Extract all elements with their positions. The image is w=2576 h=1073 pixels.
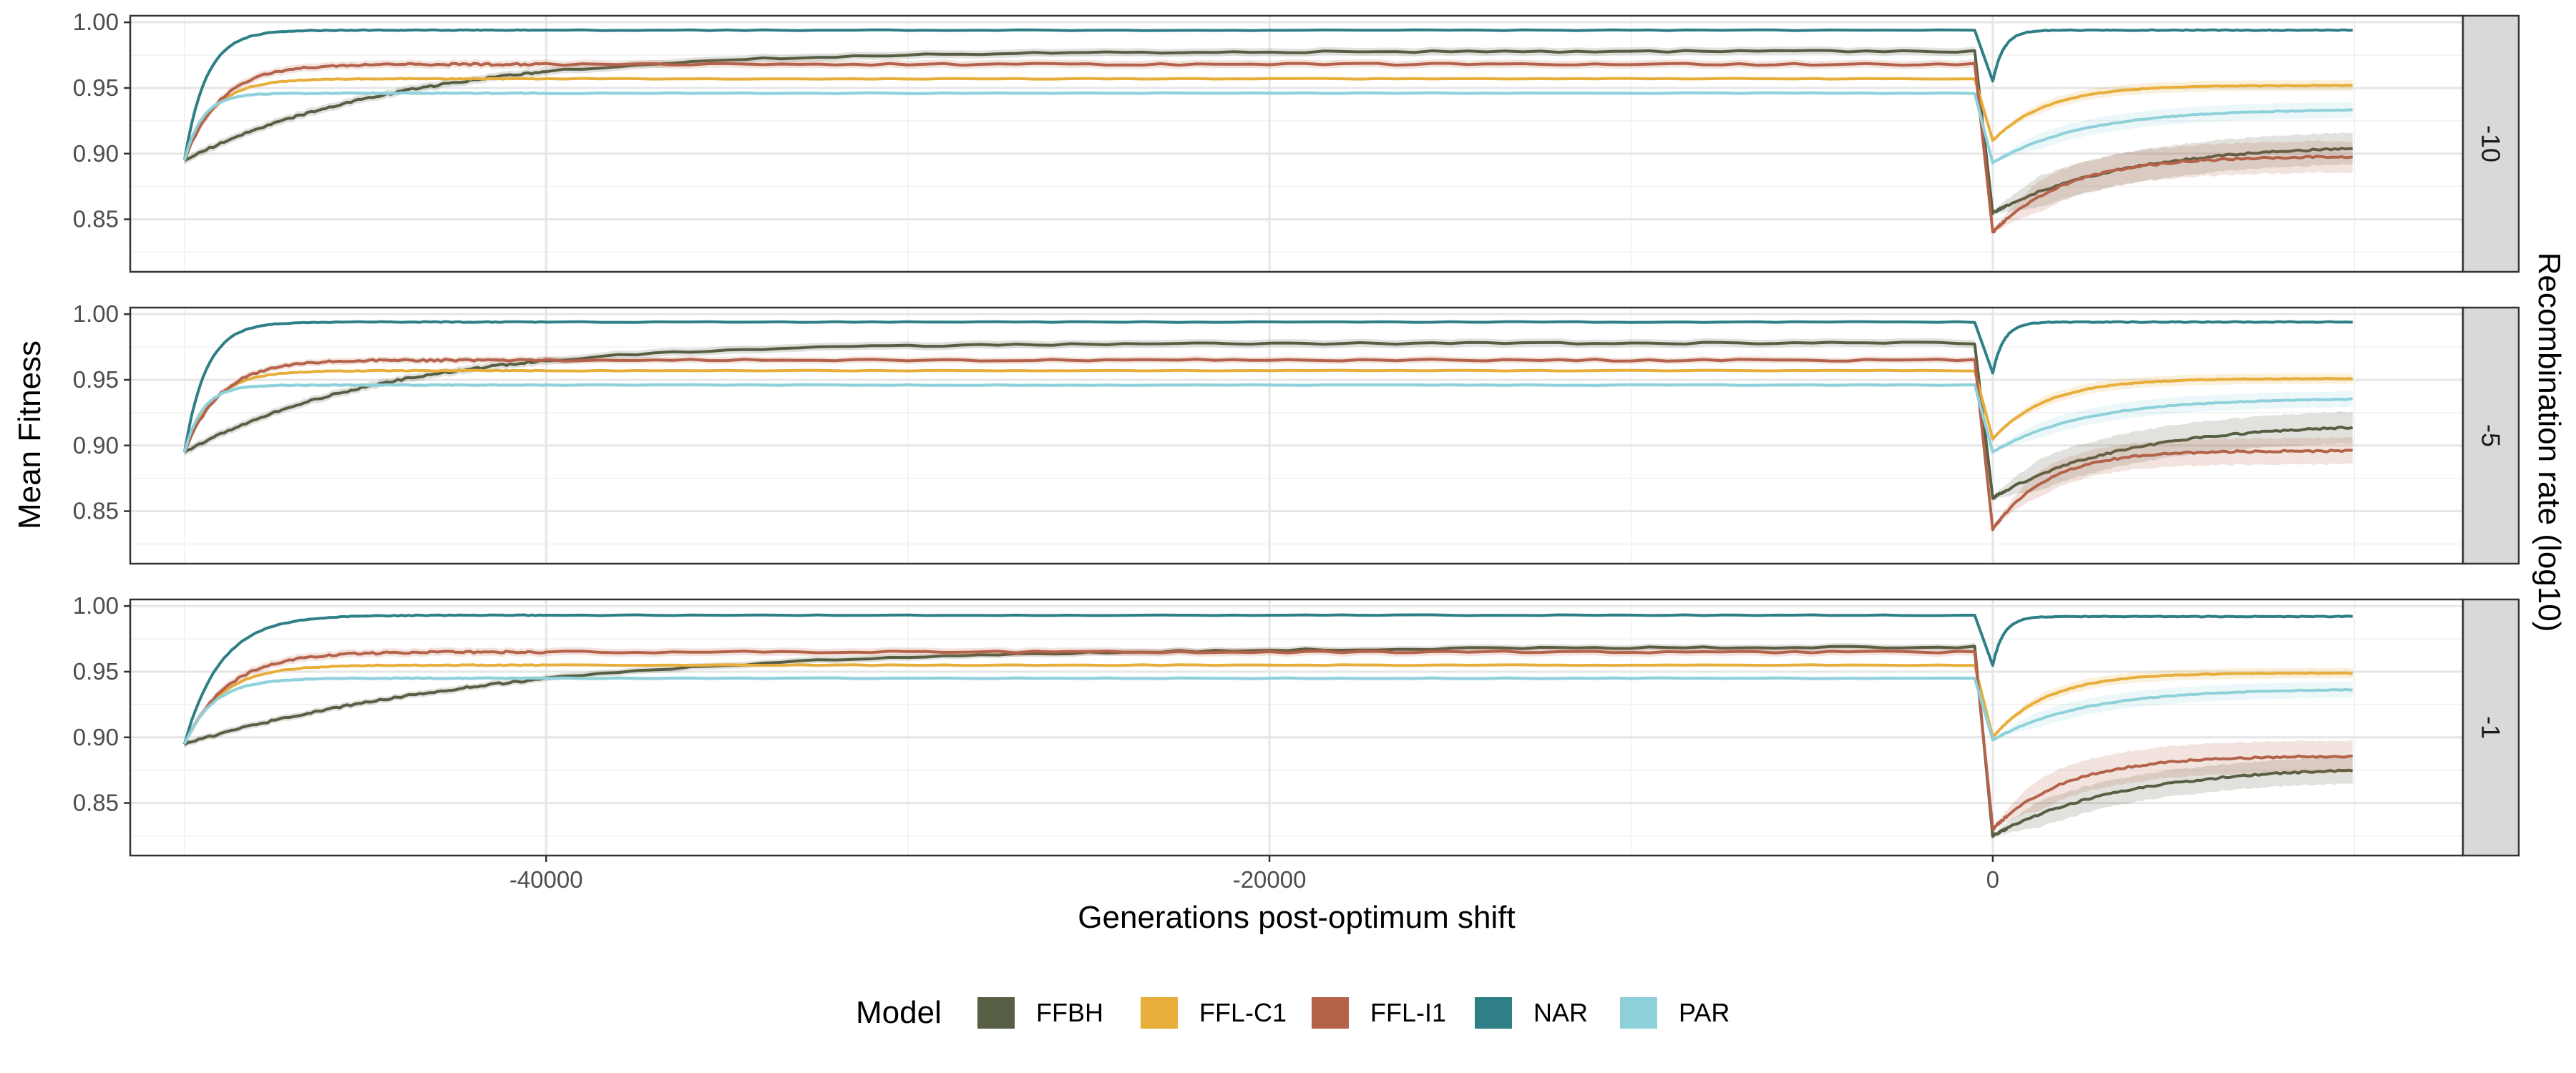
y-tick-label: 1.00	[73, 9, 119, 35]
legend-item: FFL-C1	[1141, 997, 1287, 1029]
legend-label: FFL-C1	[1199, 998, 1287, 1027]
y-tick-label: 0.90	[73, 432, 119, 459]
facet-panel: 0.85 0.90 0.95 1.00 -1	[73, 592, 2520, 857]
series-band-ffbh	[1992, 411, 2353, 501]
series-line-par	[182, 383, 2353, 454]
x-axis-title: Generations post-optimum shift	[1078, 900, 1515, 935]
series-band-ffbh	[184, 642, 1975, 748]
series-line-ffl-c1	[182, 77, 2353, 161]
series-band-par	[1992, 102, 2353, 165]
series-line-ffbh	[183, 49, 2353, 215]
facet-strip-label: -10	[2477, 125, 2506, 162]
facet-strip	[2462, 14, 2520, 273]
y-tick-label: 0.95	[73, 658, 119, 685]
facet-panel: 0.85 0.90 0.95 1.00 -10	[73, 9, 2520, 273]
y-tick-label: 0.95	[73, 366, 119, 393]
legend: Model FFBH FFL-C1 FFL-I1 NAR PAR	[856, 995, 1729, 1030]
panel-background	[130, 308, 2463, 564]
panels-layer: 0.850.900.951.00-100.850.900.951.00-50.8…	[73, 9, 2520, 857]
x-tick-label: -20000	[1233, 866, 1307, 893]
legend-title: Model	[856, 995, 942, 1030]
legend-swatch	[977, 997, 1015, 1029]
legend-label: PAR	[1679, 998, 1729, 1027]
facet-strip-label: -1	[2477, 716, 2506, 739]
legend-label: NAR	[1533, 998, 1588, 1027]
legend-item: PAR	[1620, 997, 1729, 1029]
series-line-ffl-i1	[182, 62, 2353, 234]
y-tick-label: 0.90	[73, 140, 119, 167]
series-band-ffl-i1	[1992, 140, 2353, 235]
legend-label: FFBH	[1036, 998, 1103, 1027]
series-line-ffl-c1	[182, 663, 2353, 745]
series-line-par	[182, 91, 2353, 165]
series-band-ffl-i1	[184, 647, 1975, 748]
legend-swatch	[1312, 997, 1349, 1029]
series-line-ffl-c1	[182, 368, 2353, 454]
series-band-par	[1992, 391, 2353, 454]
legend-item: NAR	[1475, 997, 1588, 1029]
y-tick-label: 0.85	[73, 498, 119, 524]
legend-swatch	[1620, 997, 1657, 1029]
facet-strip-label: -5	[2477, 424, 2506, 447]
y-tick-label: 0.95	[73, 74, 119, 101]
legend-item: FFL-I1	[1312, 997, 1446, 1029]
panel-background	[130, 16, 2463, 272]
series-band-ffl-i1	[1992, 740, 2353, 832]
y-tick-label: 1.00	[73, 300, 119, 327]
facet-strip	[2462, 306, 2520, 565]
series-line-ffl-i1	[182, 650, 2353, 831]
y-axis-title: Mean Fitness	[12, 340, 47, 529]
y-tick-label: 1.00	[73, 592, 119, 619]
series-line-nar	[182, 28, 2353, 161]
y-tick-label: 0.85	[73, 790, 119, 816]
series-line-nar	[182, 320, 2353, 453]
series-band-ffl-i1	[1992, 436, 2353, 532]
facet-strip-title: Recombination rate (log10)	[2532, 253, 2567, 632]
y-tick-label: 0.85	[73, 206, 119, 232]
series-line-par	[183, 676, 2353, 745]
legend-item: FFBH	[977, 997, 1103, 1029]
facet-strip	[2462, 598, 2520, 857]
legend-swatch	[1141, 997, 1178, 1029]
facet-panel: 0.85 0.90 0.95 1.00 -5	[73, 300, 2520, 565]
legend-swatch	[1475, 997, 1512, 1029]
x-tick-label: 0	[1986, 866, 1999, 893]
series-band-ffbh	[1992, 757, 2353, 838]
x-axis: -40000 -20000 0	[509, 856, 1999, 893]
panel-background	[130, 599, 2463, 856]
x-tick-label: -40000	[509, 866, 583, 893]
y-tick-label: 0.90	[73, 724, 119, 750]
series-line-ffl-i1	[182, 358, 2353, 531]
series-line-ffbh	[183, 340, 2353, 500]
legend-label: FFL-I1	[1370, 998, 1446, 1027]
series-band-par	[1992, 681, 2353, 741]
series-line-nar	[182, 613, 2353, 745]
series-line-ffbh	[183, 645, 2353, 838]
